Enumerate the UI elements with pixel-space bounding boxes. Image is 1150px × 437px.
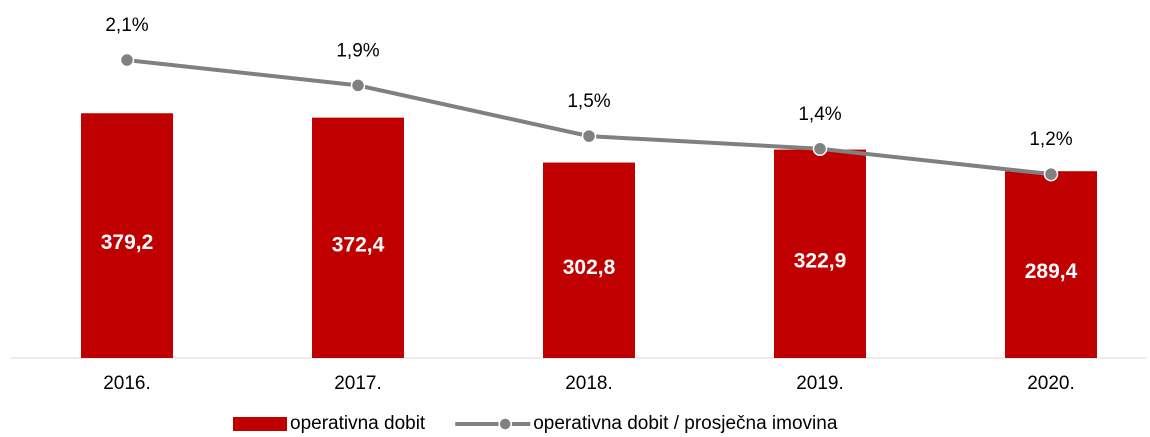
legend-label: operativna dobit — [290, 413, 426, 434]
bar-value-label: 372,4 — [332, 233, 385, 256]
legend-swatch-point — [498, 417, 512, 431]
line-value-label: 1,4% — [798, 104, 841, 125]
bar-value-label: 289,4 — [1025, 260, 1078, 283]
legend-swatch — [233, 417, 287, 431]
x-tick-label: 2018. — [565, 373, 613, 394]
bar — [81, 113, 173, 358]
line-value-label: 1,5% — [567, 91, 610, 112]
line-point — [119, 52, 135, 68]
line-point — [812, 141, 828, 157]
bar — [543, 162, 635, 358]
x-tick-label: 2016. — [103, 373, 151, 394]
x-tick-label: 2017. — [334, 373, 382, 394]
bar — [312, 117, 404, 359]
x-tick-label: 2020. — [1027, 373, 1075, 394]
line-point — [350, 78, 366, 93]
bar-value-label: 322,9 — [794, 249, 847, 272]
bar — [1005, 171, 1097, 358]
line-value-label: 1,9% — [336, 40, 379, 61]
bar-value-label: 379,2 — [101, 231, 154, 254]
line — [126, 58, 1052, 177]
line-value-label: 1,2% — [1029, 129, 1072, 150]
legend-label: operativna dobit / prosječna imovina — [533, 413, 838, 434]
x-tick-label: 2019. — [796, 373, 844, 394]
bar — [774, 149, 866, 358]
line-value-label: 2,1% — [105, 15, 148, 36]
line-point — [581, 128, 597, 144]
line-point — [1043, 166, 1059, 182]
bar-value-label: 302,8 — [563, 256, 616, 279]
